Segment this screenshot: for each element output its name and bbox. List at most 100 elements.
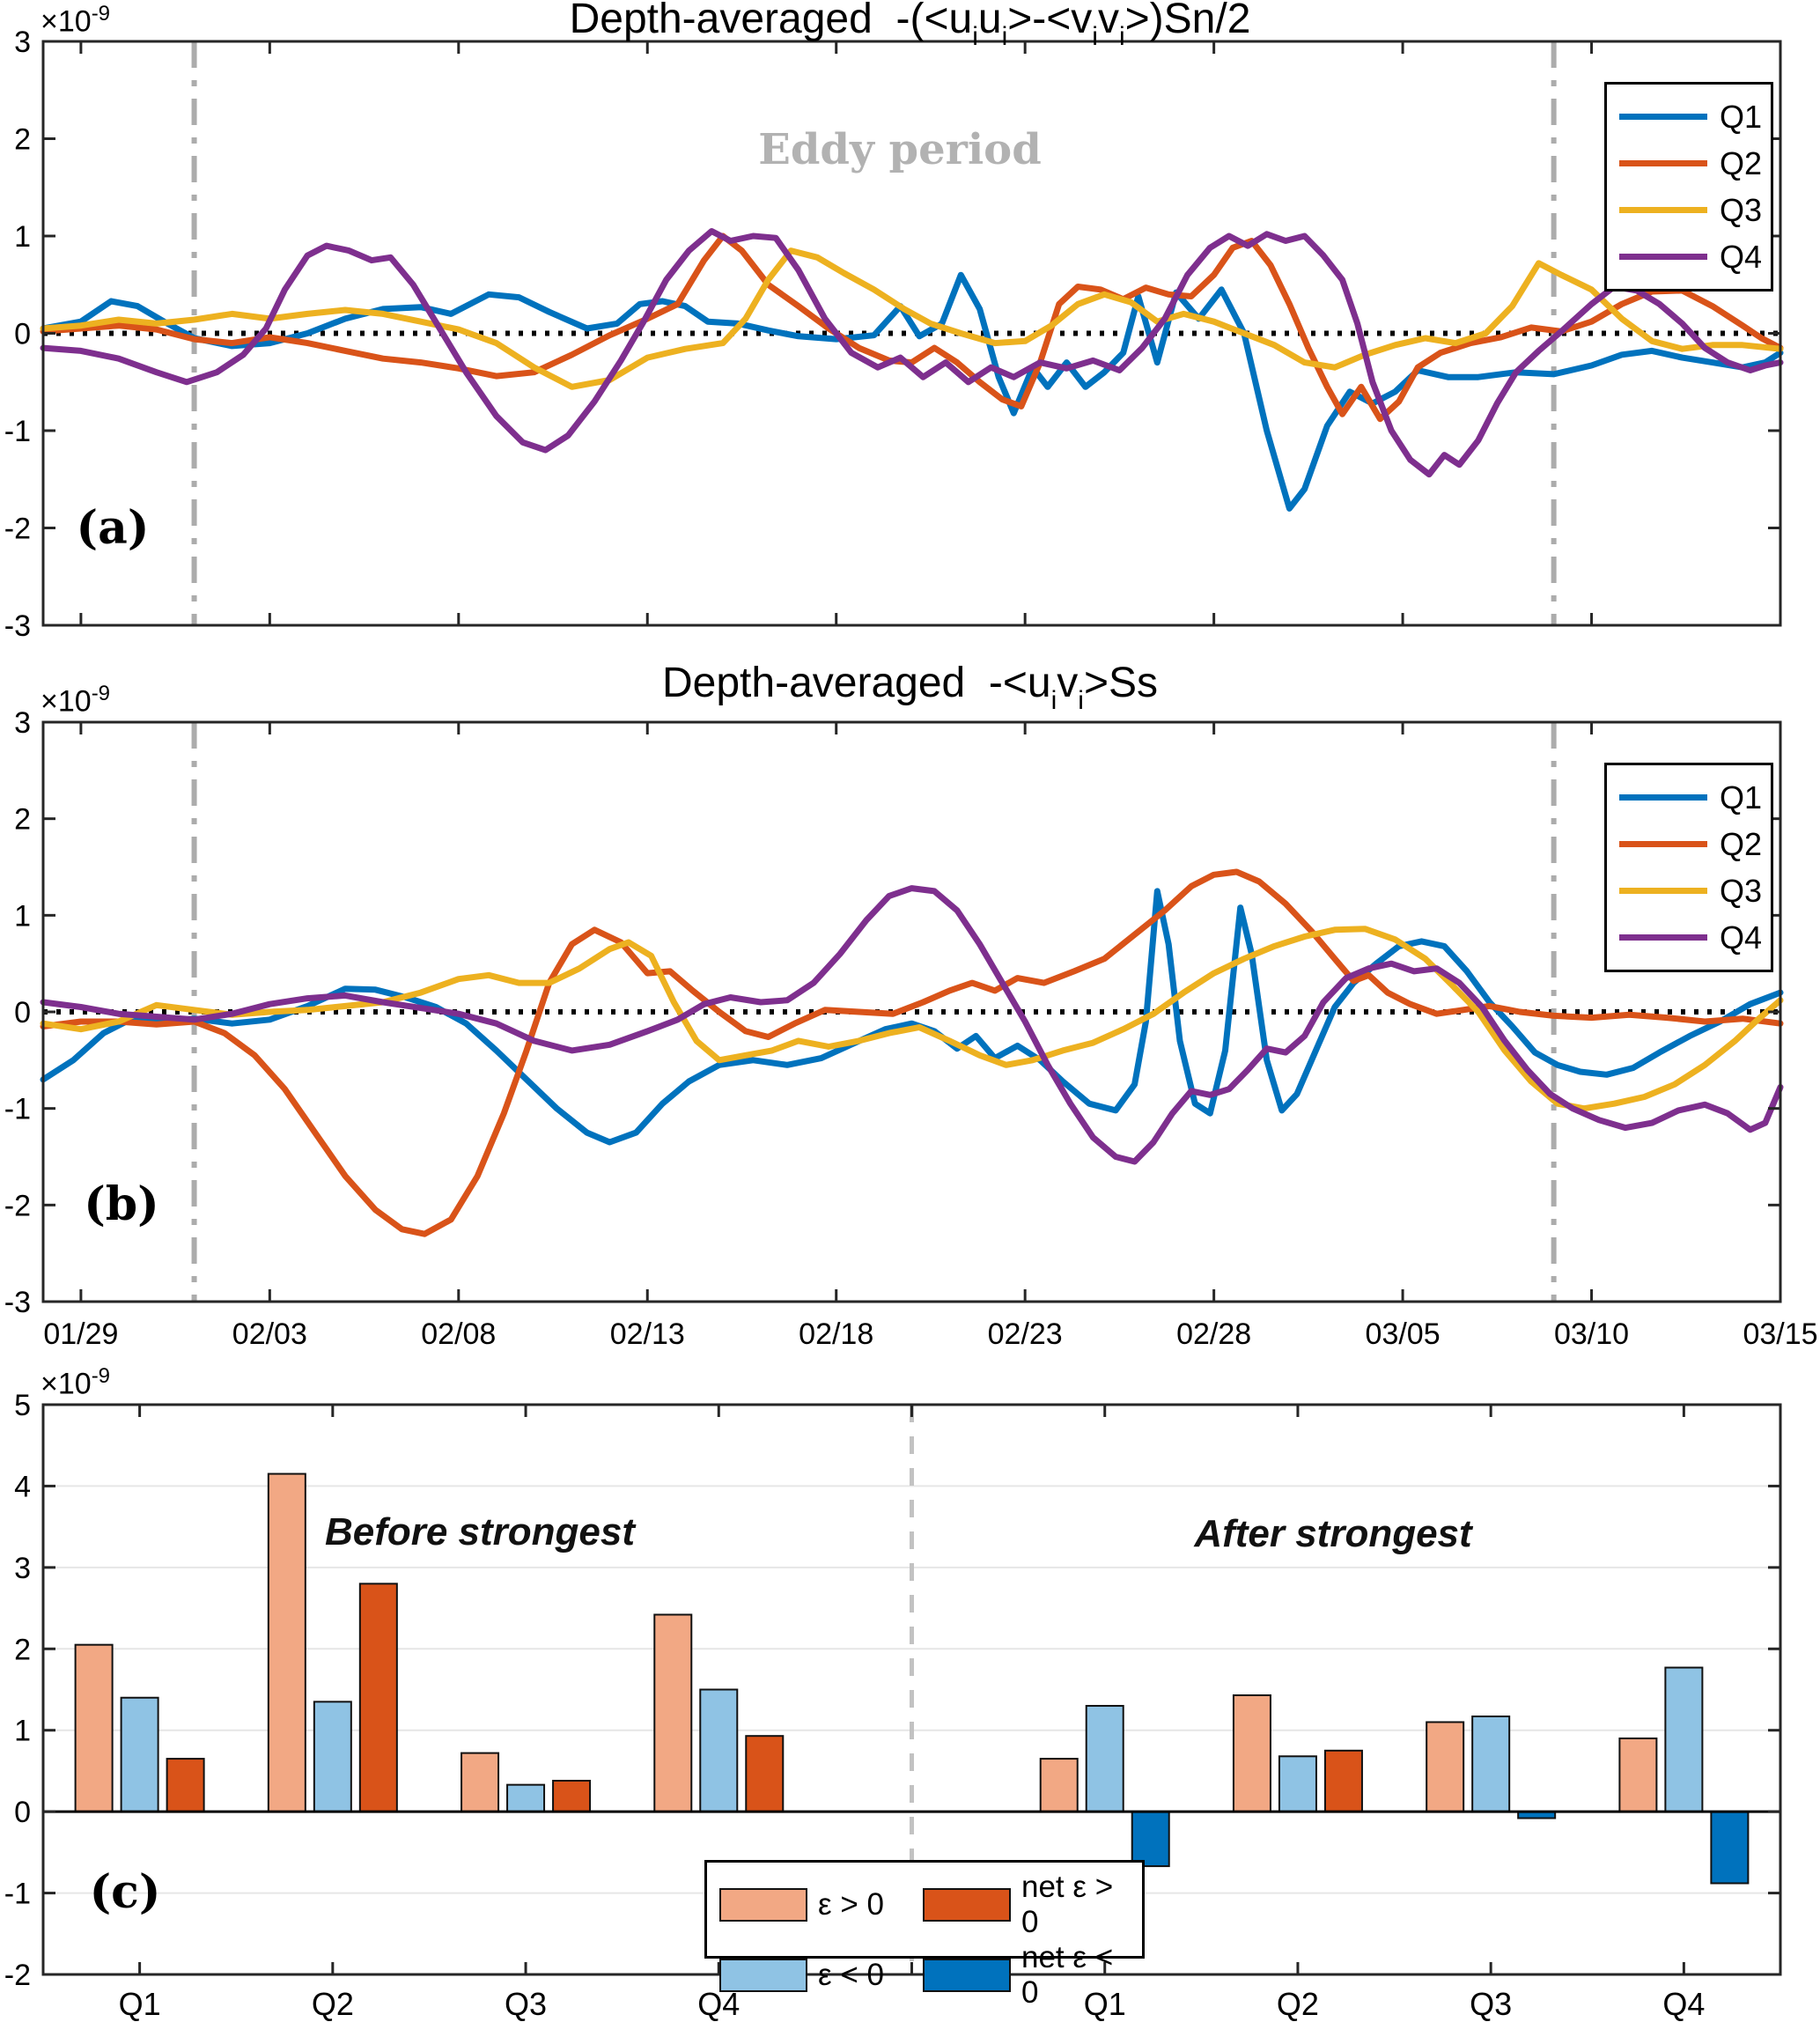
y-tick-label: -1 — [4, 1878, 31, 1911]
bar-after-q2-pos — [1232, 1694, 1271, 1813]
x-tick-label: 02/23 — [988, 1317, 1063, 1351]
series-q2-line — [40, 868, 1784, 1237]
panel-a-letter: (a) — [76, 501, 150, 555]
y-tick-label: -3 — [4, 1286, 31, 1319]
legend-label: Q2 — [1720, 825, 1763, 862]
legend-item-q1: Q1 — [1619, 99, 1762, 136]
y-tick-label: -1 — [4, 415, 31, 448]
y-tick-label: 2 — [14, 1633, 31, 1666]
bar-before-q4-net — [745, 1735, 785, 1813]
category-label: Q1 — [1084, 1986, 1126, 2022]
net-eps-neg-swatch — [923, 1959, 1011, 1992]
legend-label: Q1 — [1720, 779, 1763, 815]
panel-a-legend: Q1 Q2 Q3 Q4 — [1604, 82, 1773, 291]
panel-c-letter: (c) — [89, 1865, 161, 1919]
panel-b-letter: (b) — [84, 1177, 159, 1231]
y-tick-label: 5 — [14, 1389, 31, 1422]
category-label: Q3 — [505, 1986, 547, 2022]
x-tick-label: 02/08 — [421, 1317, 496, 1351]
net-eps-pos-swatch — [923, 1888, 1011, 1922]
y-tick-label: 1 — [14, 1715, 31, 1748]
bar-before-q1-pos — [74, 1643, 114, 1813]
bar-before-q2-neg — [313, 1701, 352, 1813]
y-tick-label: 3 — [14, 706, 31, 740]
legend-label: net ε > 0 — [1021, 1870, 1114, 1939]
exponent-power: -9 — [91, 682, 111, 705]
panel-a-title: Depth-averaged -(<uiui>-<vivi>)Sn/2 — [569, 0, 1251, 51]
y-tick-label: 2 — [14, 123, 31, 157]
y-tick-label: 0 — [14, 1796, 31, 1829]
eps-pos-swatch — [719, 1888, 807, 1922]
exponent-base: ×10 — [41, 4, 92, 39]
bar-before-q1-net — [166, 1758, 205, 1813]
eps-neg-swatch — [719, 1959, 807, 1992]
legend-label: Q2 — [1720, 144, 1763, 181]
panel-b-legend: Q1 Q2 Q3 Q4 — [1604, 763, 1773, 972]
y-tick-label: 0 — [14, 996, 31, 1029]
y-tick-label: 2 — [14, 803, 31, 837]
bar-after-q1-net — [1131, 1811, 1170, 1868]
bar-after-q4-neg — [1664, 1666, 1704, 1813]
panel-a-plot: 3 2 1 0 -1 -2 -3 — [4, 26, 1784, 643]
legend-label: Q3 — [1720, 191, 1763, 228]
q2-line-swatch — [1619, 160, 1707, 166]
bar-before-q4-pos — [653, 1613, 693, 1813]
series-q3-line — [40, 247, 1784, 390]
legend-item-eps-neg: ε < 0 — [719, 1940, 909, 2011]
y-tick-label: 1 — [14, 220, 31, 254]
category-label: Q2 — [312, 1986, 354, 2022]
panel-b-exponent-label: ×10-9 — [41, 682, 110, 719]
legend-item-q4: Q4 — [1619, 919, 1762, 956]
bar-after-q1-pos — [1039, 1758, 1079, 1813]
y-tick-label: 4 — [14, 1470, 31, 1503]
y-tick-label: -2 — [4, 1959, 31, 1992]
panel-c-exponent-label: ×10-9 — [41, 1364, 110, 1401]
legend-label: Q4 — [1720, 238, 1763, 275]
series-q1-line — [40, 271, 1784, 512]
y-tick-label: 1 — [14, 899, 31, 933]
series-q4-line — [40, 228, 1784, 478]
x-tick-label: 02/28 — [1176, 1317, 1251, 1351]
y-tick-label: -3 — [4, 609, 31, 643]
exponent-power: -9 — [91, 2, 111, 26]
legend-label: ε > 0 — [818, 1887, 884, 1922]
legend-label: net ε < 0 — [1021, 1940, 1114, 2010]
q4-line-swatch — [1619, 254, 1707, 260]
x-tick-label: 02/03 — [232, 1317, 307, 1351]
legend-item-q1: Q1 — [1619, 779, 1762, 816]
legend-item-q4: Q4 — [1619, 239, 1762, 276]
bar-after-q4-net — [1710, 1811, 1750, 1885]
q4-line-swatch — [1619, 934, 1707, 941]
legend-label: ε < 0 — [818, 1958, 884, 1992]
bar-before-q2-pos — [267, 1472, 306, 1813]
y-tick-label: -2 — [4, 513, 31, 546]
category-label: Q3 — [1470, 1986, 1512, 2022]
legend-label: Q3 — [1720, 872, 1763, 909]
q2-line-swatch — [1619, 841, 1707, 847]
series-q1-line — [40, 888, 1784, 1146]
q3-line-swatch — [1619, 888, 1707, 894]
legend-item-net-eps-neg: net ε < 0 — [923, 1940, 1130, 2011]
eddy-period-annotation: Eddy period — [758, 125, 1042, 174]
x-tick-label: 01/29 — [43, 1317, 118, 1351]
x-tick-label: 02/18 — [799, 1317, 873, 1351]
panel-a-exponent-label: ×10-9 — [41, 2, 110, 39]
bar-after-q2-neg — [1278, 1755, 1317, 1813]
after-strongest-annotation: After strongest — [1194, 1512, 1472, 1555]
series-q3-line — [40, 926, 1784, 1112]
exponent-base: ×10 — [41, 1367, 92, 1401]
x-tick-label: 03/10 — [1554, 1317, 1629, 1351]
legend-item-q2: Q2 — [1619, 145, 1762, 182]
bar-before-q3-net — [552, 1780, 592, 1813]
bar-before-q3-pos — [461, 1752, 500, 1813]
bar-after-q1-neg — [1085, 1704, 1124, 1813]
x-tick-label: 02/13 — [610, 1317, 685, 1351]
legend-item-net-eps-pos: net ε > 0 — [923, 1870, 1130, 1940]
y-tick-label: 3 — [14, 1552, 31, 1585]
bar-before-q4-neg — [699, 1688, 739, 1813]
panel-b-title: Depth-averaged -<uivi>Ss — [662, 660, 1158, 715]
q3-line-swatch — [1619, 207, 1707, 213]
legend-label: Q4 — [1720, 919, 1763, 956]
